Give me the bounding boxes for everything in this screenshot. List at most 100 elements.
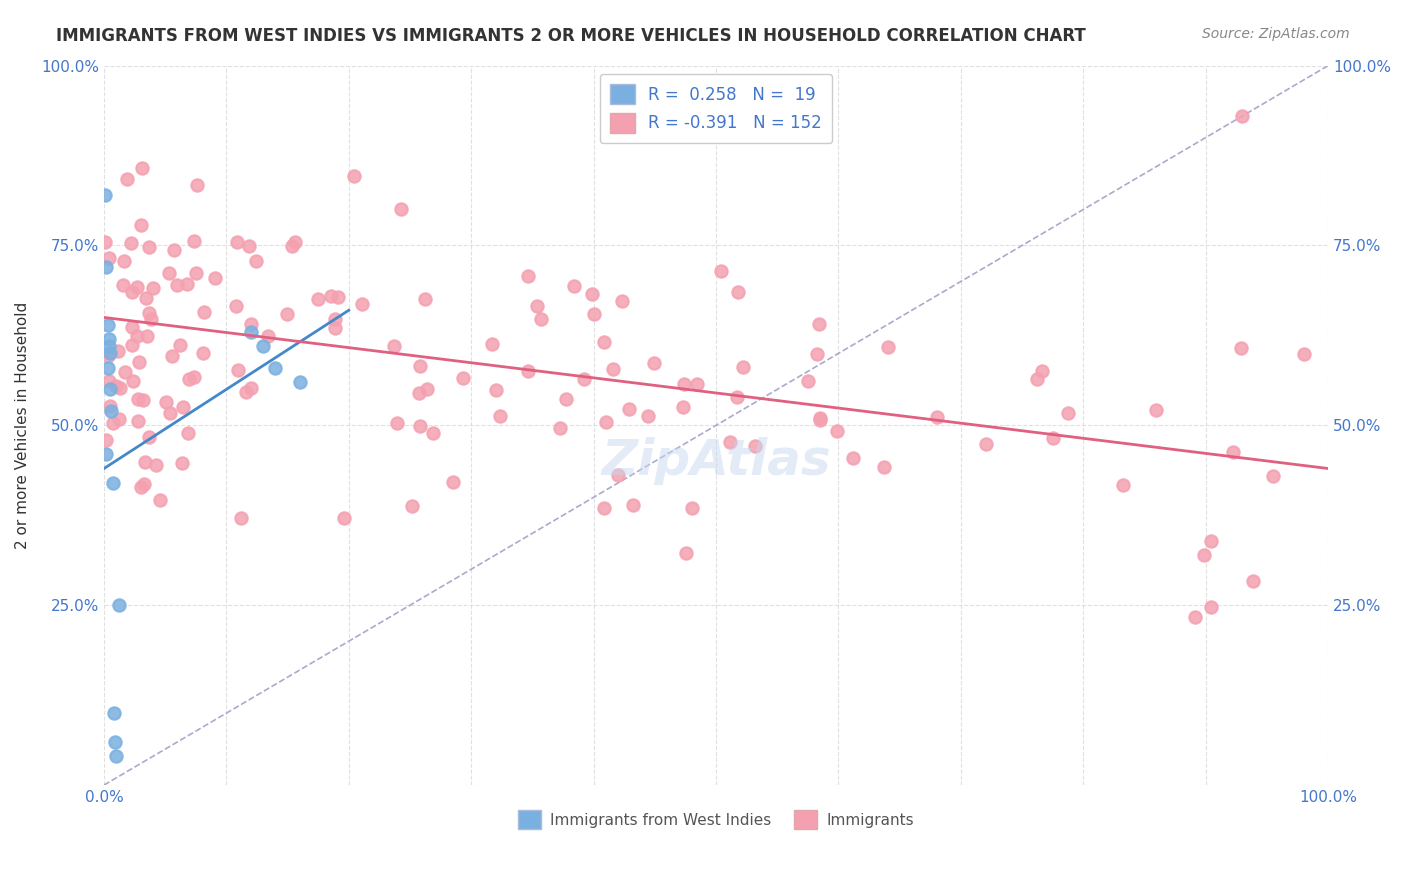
Point [135, 291, 157, 305]
Point [131, 161, 153, 176]
Point [1199, 533, 1222, 548]
Point [115, 172, 138, 186]
Point [98, 400, 121, 414]
Point [240, 317, 263, 331]
Point [806, 347, 828, 361]
Point [796, 374, 818, 388]
Point [595, 415, 617, 429]
Point [166, 277, 188, 292]
Point [602, 362, 624, 376]
Point [1031, 364, 1053, 378]
Point [160, 349, 183, 363]
Point [138, 306, 160, 320]
Point [415, 293, 437, 307]
Point [155, 395, 177, 409]
Point [149, 492, 172, 507]
Point [264, 360, 287, 375]
Point [96, 260, 118, 274]
Point [307, 292, 329, 306]
Point [132, 477, 155, 491]
Point [107, 343, 129, 358]
Point [170, 456, 193, 470]
Point [97, 360, 120, 375]
Point [1222, 445, 1244, 459]
Y-axis label: 2 or more Vehicles in Household: 2 or more Vehicles in Household [15, 301, 30, 549]
Point [610, 294, 633, 309]
Point [245, 254, 267, 268]
Point [526, 299, 548, 313]
Point [593, 500, 616, 515]
Point [121, 285, 143, 300]
Point [121, 337, 143, 351]
Point [517, 364, 540, 378]
Point [744, 439, 766, 453]
Point [288, 375, 311, 389]
Point [142, 280, 165, 294]
Point [101, 416, 124, 430]
Point [530, 311, 553, 326]
Point [562, 279, 585, 293]
Point [276, 307, 298, 321]
Text: IMMIGRANTS FROM WEST INDIES VS IMMIGRANTS 2 OR MORE VEHICLES IN HOUSEHOLD CORREL: IMMIGRANTS FROM WEST INDIES VS IMMIGRANT… [56, 27, 1085, 45]
Point [105, 379, 128, 393]
Point [1042, 431, 1064, 445]
Point [162, 243, 184, 257]
Point [710, 264, 733, 278]
Point [842, 451, 865, 466]
Point [120, 236, 142, 251]
Point [1232, 109, 1254, 123]
Point [555, 392, 578, 406]
Point [107, 412, 129, 426]
Point [343, 169, 366, 183]
Point [284, 235, 307, 249]
Point [686, 377, 709, 392]
Point [94, 235, 117, 250]
Point [97, 318, 120, 332]
Point [927, 410, 949, 425]
Point [186, 178, 208, 192]
Point [138, 240, 160, 254]
Point [176, 425, 198, 440]
Point [104, 735, 127, 749]
Point [129, 218, 152, 232]
Point [808, 318, 831, 332]
Point [184, 266, 207, 280]
Point [98, 346, 121, 360]
Point [681, 501, 703, 516]
Point [877, 340, 900, 354]
Point [637, 409, 659, 423]
Point [256, 329, 278, 343]
Point [1199, 600, 1222, 615]
Point [323, 321, 346, 335]
Point [808, 413, 831, 427]
Point [453, 371, 475, 385]
Point [122, 375, 145, 389]
Point [114, 365, 136, 379]
Point [108, 381, 131, 395]
Point [127, 392, 149, 406]
Point [489, 409, 512, 423]
Point [408, 385, 430, 400]
Point [96, 447, 118, 461]
Point [169, 338, 191, 352]
Point [128, 355, 150, 369]
Point [617, 401, 640, 416]
Point [1144, 403, 1167, 417]
Point [733, 360, 755, 375]
Point [145, 458, 167, 472]
Point [235, 385, 257, 400]
Point [1261, 469, 1284, 483]
Point [226, 235, 249, 249]
Point [873, 460, 896, 475]
Point [621, 498, 644, 512]
Point [572, 372, 595, 386]
Point [159, 406, 181, 420]
Point [550, 421, 572, 435]
Point [97, 350, 120, 364]
Point [204, 270, 226, 285]
Point [112, 254, 135, 268]
Point [183, 369, 205, 384]
Point [226, 363, 249, 377]
Point [141, 312, 163, 326]
Point [281, 238, 304, 252]
